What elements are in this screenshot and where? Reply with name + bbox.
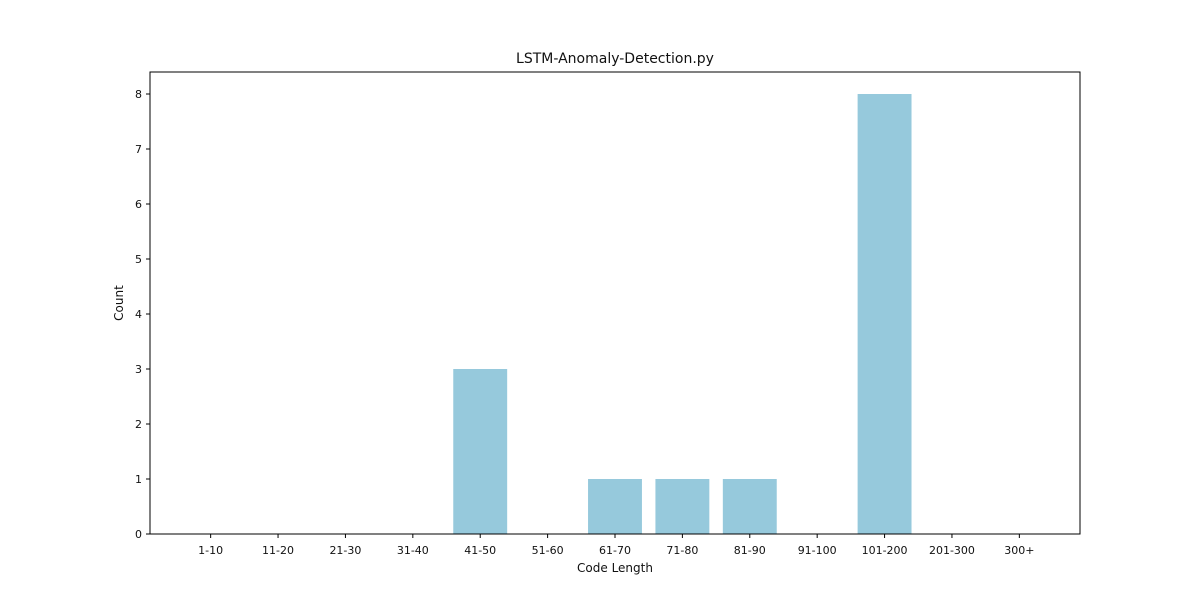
y-tick-label: 6 <box>135 198 142 211</box>
y-tick-label: 5 <box>135 253 142 266</box>
y-tick-label: 2 <box>135 418 142 431</box>
x-tick-label: 51-60 <box>532 544 564 557</box>
y-tick-label: 4 <box>135 308 142 321</box>
x-tick-label: 71-80 <box>666 544 698 557</box>
y-axis-label: Count <box>112 285 126 321</box>
y-ticks-group: 0 1 2 3 4 5 6 7 8 <box>135 88 150 541</box>
x-tick-label: 41-50 <box>464 544 496 557</box>
y-tick-label: 7 <box>135 143 142 156</box>
chart-title: LSTM-Anomaly-Detection.py <box>516 51 714 67</box>
x-tick-label: 91-100 <box>798 544 837 557</box>
y-tick-label: 3 <box>135 363 142 376</box>
x-tick-label: 61-70 <box>599 544 631 557</box>
y-tick-label: 1 <box>135 473 142 486</box>
y-tick-label: 0 <box>135 528 142 541</box>
x-tick-label: 1-10 <box>198 544 223 557</box>
x-tick-label: 300+ <box>1004 544 1034 557</box>
bar-61-70 <box>588 479 642 534</box>
x-tick-label: 11-20 <box>262 544 294 557</box>
bar-101-200 <box>857 94 912 534</box>
x-tick-label: 201-300 <box>929 544 975 557</box>
bar-41-50 <box>453 369 508 534</box>
x-ticks-group: 1-10 11-20 21-30 31-40 41-50 51-60 61-70 71-80 8… <box>198 534 1034 557</box>
bar-71-80 <box>655 479 710 534</box>
x-tick-label: 101-200 <box>862 544 908 557</box>
x-tick-label: 31-40 <box>397 544 429 557</box>
bars-group <box>453 94 912 534</box>
y-tick-label: 8 <box>135 88 142 101</box>
x-tick-label: 81-90 <box>734 544 766 557</box>
bar-81-90 <box>722 479 777 534</box>
x-axis-label: Code Length <box>577 561 653 575</box>
x-tick-label: 21-30 <box>329 544 361 557</box>
plot-frame <box>149 71 1081 535</box>
